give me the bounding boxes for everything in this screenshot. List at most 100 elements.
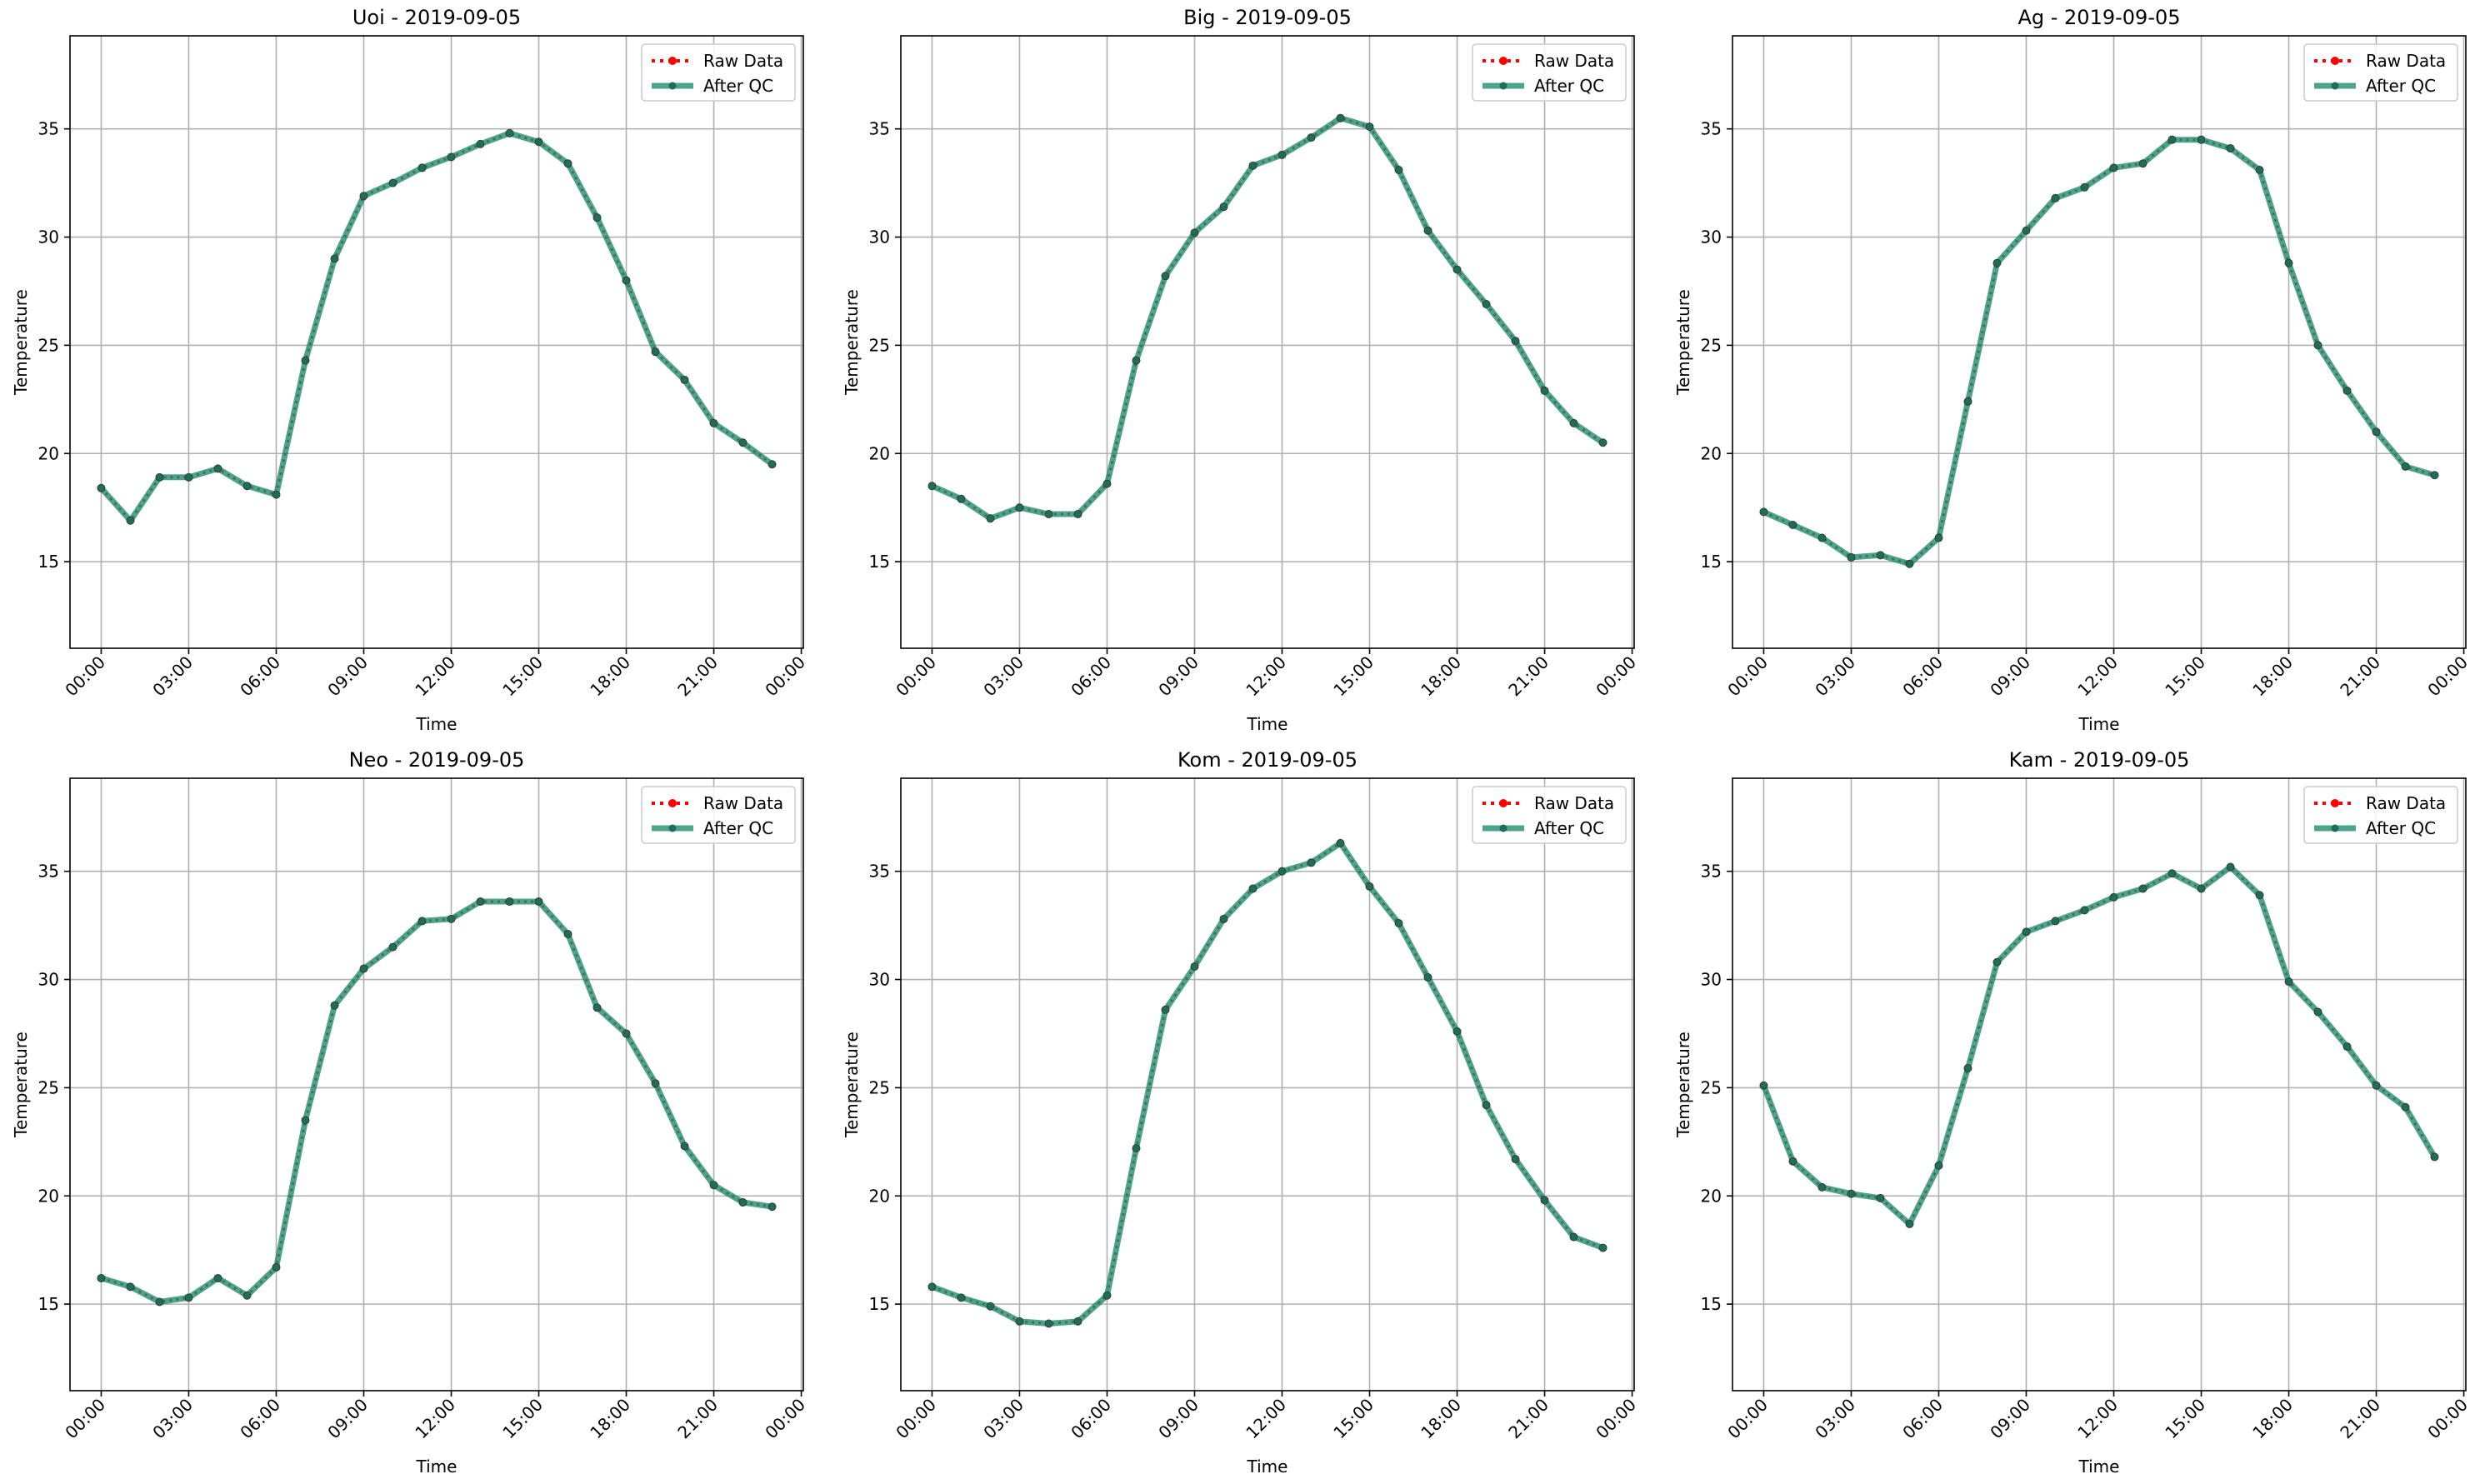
x-tick-label: 18:00 [1417,652,1465,701]
data-point [1394,919,1403,928]
y-tick-label: 35 [869,862,890,882]
data-point [2226,144,2235,153]
x-tick-label: 18:00 [586,652,634,701]
data-point [272,490,281,499]
legend-raw-marker [1499,799,1508,807]
x-tick-label: 09:00 [323,652,372,701]
y-tick-label: 15 [1701,1294,1722,1314]
data-point [1015,1317,1024,1326]
legend-raw-marker [1499,57,1508,65]
data-point [1190,962,1199,971]
x-axis-label: Time [416,714,458,734]
legend-raw-label: Raw Data [1534,793,1614,813]
legend-qc-marker [1499,824,1508,832]
x-tick-label: 00:00 [1592,652,1640,701]
data-point [1248,884,1258,893]
y-tick-label: 20 [1701,443,1722,463]
data-point [1219,202,1228,212]
subplot-title: Big - 2019-09-05 [1183,6,1352,29]
data-point [1073,1317,1082,1326]
x-tick-label: 18:00 [2248,652,2297,701]
legend-qc-marker [668,824,677,832]
data-point [2401,462,2410,471]
legend-qc-label: After QC [1534,818,1604,838]
data-point [1569,418,1578,427]
data-point [418,163,427,172]
legend-qc-label: After QC [2366,76,2436,96]
y-tick-label: 25 [1701,335,1722,355]
x-tick-label: 21:00 [1504,1395,1552,1443]
data-point [1073,509,1082,518]
data-point [563,929,572,938]
x-tick-label: 06:00 [1898,652,1947,701]
x-tick-label: 21:00 [2336,652,2384,701]
data-point [957,1293,966,1302]
x-tick-label: 12:00 [2073,1395,2122,1443]
data-point [2284,977,2293,987]
data-point [1598,438,1608,447]
raw-data-line [100,132,773,523]
data-point [242,1291,252,1300]
x-tick-label: 09:00 [1986,652,2034,701]
data-point [2430,1152,2439,1162]
y-tick-label: 30 [1701,970,1722,990]
x-tick-label: 06:00 [1067,1395,1115,1443]
data-point [2138,159,2148,168]
y-axis-label: Temperature [1673,289,1693,396]
x-tick-label: 03:00 [979,652,1028,701]
data-point [2080,906,2089,915]
data-point [330,254,339,263]
y-tick-label: 15 [1701,552,1722,572]
data-point [1307,133,1316,142]
legend-qc-marker [668,82,677,90]
legend-qc-marker [2331,82,2339,90]
data-point [563,159,572,168]
data-point [184,472,193,482]
x-tick-label: 00:00 [761,1395,809,1443]
data-point [2197,135,2206,144]
x-tick-label: 09:00 [1986,1395,2034,1443]
subplot-title: Kom - 2019-09-05 [1178,748,1358,772]
data-point [2313,341,2322,350]
data-point [1452,265,1462,274]
x-tick-label: 12:00 [411,652,459,701]
legend: Raw Data After QC [1472,43,1627,102]
data-point [242,482,252,491]
axes-frame [1732,35,2467,649]
data-point [2430,471,2439,480]
x-tick-label: 21:00 [673,652,722,701]
data-point [301,356,310,365]
x-tick-label: 06:00 [236,1395,284,1443]
legend-raw-label: Raw Data [703,793,783,813]
x-axis-label: Time [1247,714,1288,734]
x-tick-label: 00:00 [2423,1395,2472,1443]
axes-frame [900,35,1635,649]
x-tick-label: 18:00 [586,1395,634,1443]
legend: Raw Data After QC [2303,786,2458,844]
data-point [928,482,937,491]
data-point [709,418,718,427]
data-point [1161,272,1170,281]
y-tick-label: 20 [38,443,59,463]
y-axis-label: Temperature [11,1032,31,1138]
data-point [1132,1144,1141,1153]
x-tick-label: 03:00 [1811,1395,1859,1443]
data-point [2109,892,2118,902]
y-axis-label: Temperature [11,289,31,396]
data-point [97,483,106,492]
y-tick-label: 30 [869,227,890,247]
data-point [1847,552,1856,562]
x-tick-label: 00:00 [61,1395,109,1443]
data-point [709,1181,718,1190]
subplot-2: 00:00 03:00 06:00 09:00 12:00 15:00 18:00 21:00… [842,6,1640,734]
x-tick-label: 03:00 [979,1395,1028,1443]
data-point [1876,1193,1885,1202]
data-point [2313,1007,2322,1017]
y-tick-label: 15 [869,1294,890,1314]
raw-data-line [1762,138,2435,566]
data-point [2022,226,2031,235]
legend: Raw Data After QC [641,786,796,844]
y-tick-label: 25 [38,335,59,355]
data-point [768,1202,777,1212]
